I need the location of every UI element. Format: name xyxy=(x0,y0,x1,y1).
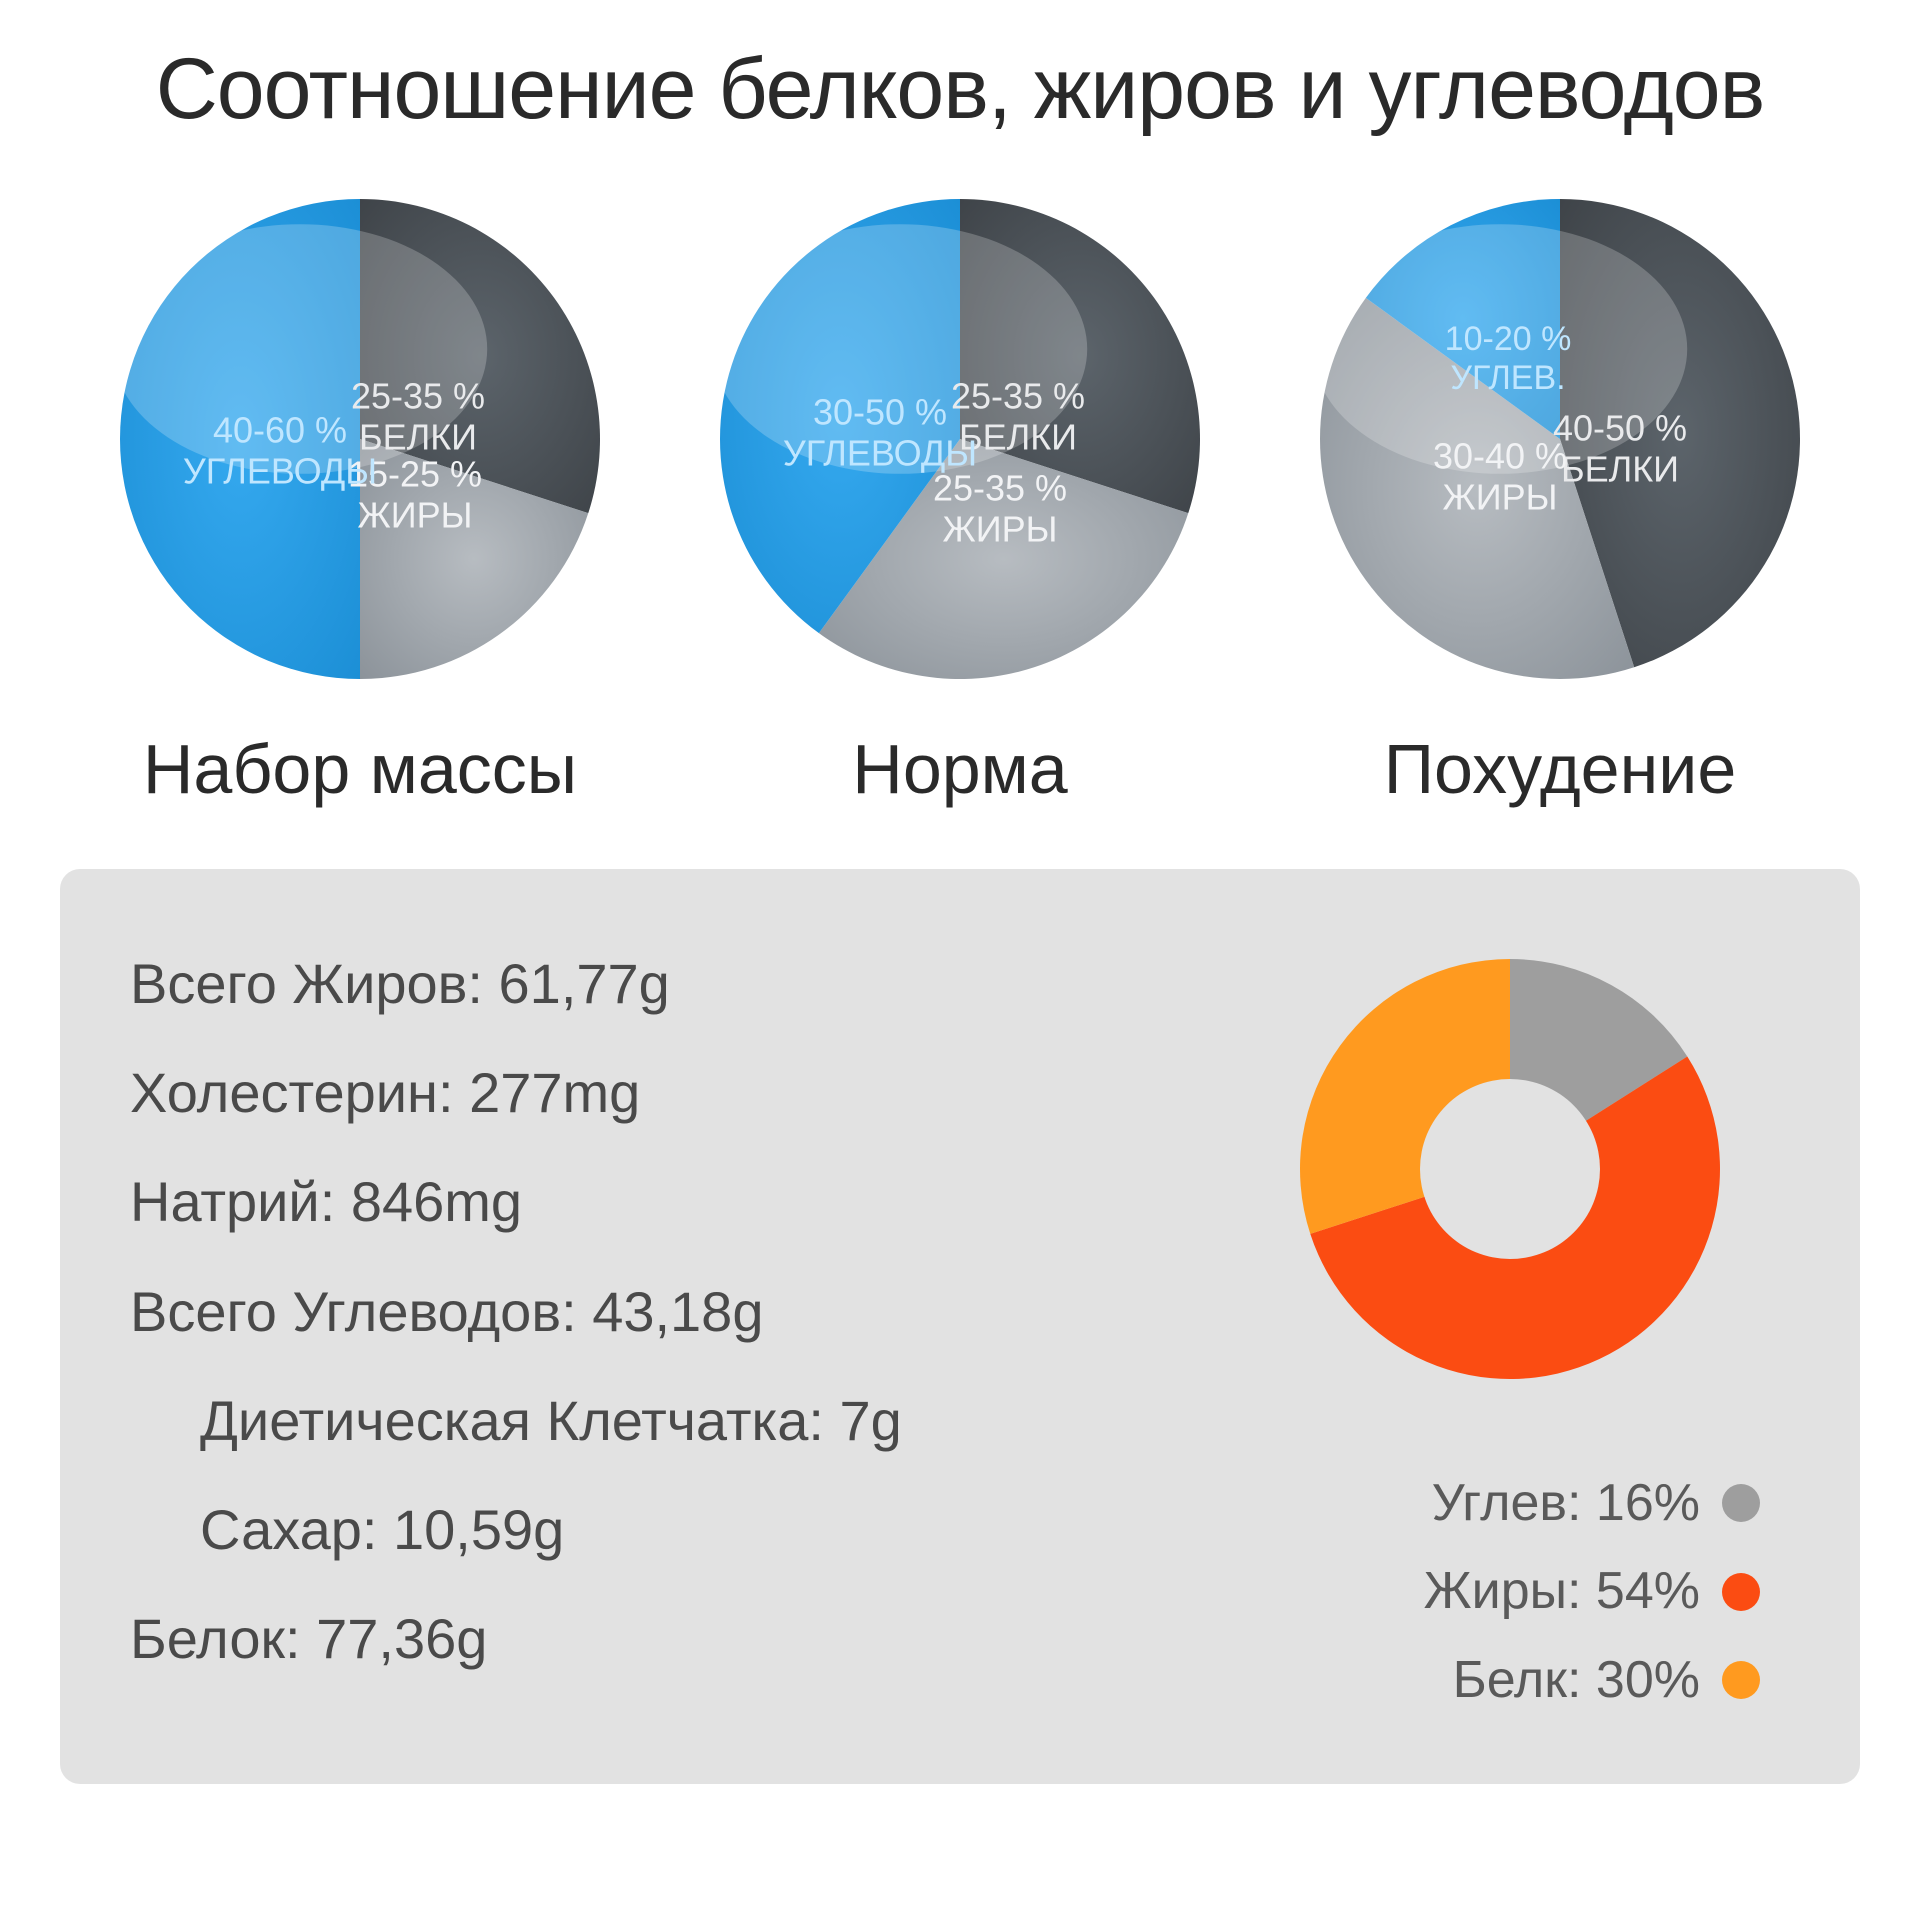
pie-column: 25-35 %БЕЛКИ25-35 %ЖИРЫ30-50 %УГЛЕВОДЫ Но… xyxy=(710,189,1210,809)
pie-gloss xyxy=(113,224,487,474)
nutrition-item: Белок: 77,36g xyxy=(130,1584,1230,1693)
legend-dot-icon xyxy=(1722,1484,1760,1522)
legend-dot-icon xyxy=(1722,1573,1760,1611)
donut-legend: Углев: 16%Жиры: 54%Белк: 30% xyxy=(1424,1459,1790,1724)
nutrition-item: Всего Жиров: 61,77g xyxy=(130,929,1230,1038)
nutrition-list: Всего Жиров: 61,77gХолестерин: 277mgНатр… xyxy=(130,929,1230,1693)
nutrition-item: Натрий: 846mg xyxy=(130,1147,1230,1256)
legend-dot-icon xyxy=(1722,1661,1760,1699)
legend-label: Белк: 30% xyxy=(1453,1636,1700,1724)
pie-caption: Похудение xyxy=(1384,729,1737,809)
nutrition-item: Всего Углеводов: 43,18g xyxy=(130,1257,1230,1366)
pie-column: 25-35 %БЕЛКИ15-25 %ЖИРЫ40-60 %УГЛЕВОДЫ На… xyxy=(110,189,610,809)
pie-chart xyxy=(1310,189,1810,689)
pie-column: 40-50 %БЕЛКИ30-40 %ЖИРЫ10-20 %УГЛЕВ. Поху… xyxy=(1310,189,1810,809)
pie-caption: Норма xyxy=(852,729,1067,809)
pie-wrap: 40-50 %БЕЛКИ30-40 %ЖИРЫ10-20 %УГЛЕВ. xyxy=(1310,189,1810,689)
donut-column: Углев: 16%Жиры: 54%Белк: 30% xyxy=(1230,929,1790,1724)
nutrition-item: Диетическая Клетчатка: 7g xyxy=(130,1366,1230,1475)
nutrition-item: Сахар: 10,59g xyxy=(130,1475,1230,1584)
pie-wrap: 25-35 %БЕЛКИ15-25 %ЖИРЫ40-60 %УГЛЕВОДЫ xyxy=(110,189,610,689)
nutrition-panel: Всего Жиров: 61,77gХолестерин: 277mgНатр… xyxy=(60,869,1860,1784)
pies-row: 25-35 %БЕЛКИ15-25 %ЖИРЫ40-60 %УГЛЕВОДЫ На… xyxy=(60,189,1860,809)
pie-chart xyxy=(710,189,1210,689)
donut-chart xyxy=(1270,929,1750,1409)
nutrition-item: Холестерин: 277mg xyxy=(130,1038,1230,1147)
pie-caption: Набор массы xyxy=(143,729,577,809)
page-title: Соотношение белков, жиров и углеводов xyxy=(60,40,1860,139)
legend-row: Белк: 30% xyxy=(1424,1636,1760,1724)
pie-gloss xyxy=(713,224,1087,474)
donut-hole xyxy=(1420,1079,1600,1259)
pie-gloss xyxy=(1313,224,1687,474)
pie-chart xyxy=(110,189,610,689)
legend-row: Углев: 16% xyxy=(1424,1459,1760,1547)
legend-label: Углев: 16% xyxy=(1432,1459,1700,1547)
pie-wrap: 25-35 %БЕЛКИ25-35 %ЖИРЫ30-50 %УГЛЕВОДЫ xyxy=(710,189,1210,689)
legend-label: Жиры: 54% xyxy=(1424,1547,1700,1635)
legend-row: Жиры: 54% xyxy=(1424,1547,1760,1635)
